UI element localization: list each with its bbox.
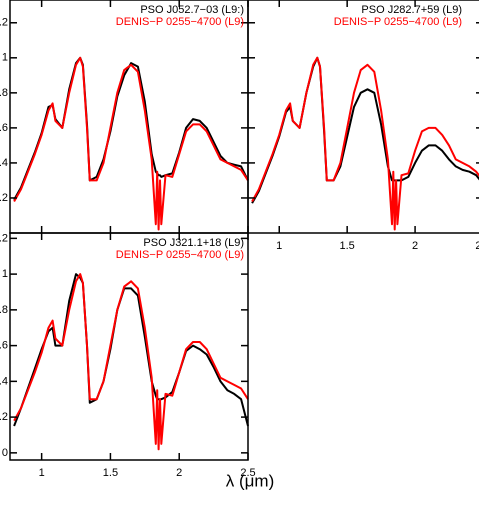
x-tick-label: 1.5: [103, 467, 118, 479]
y-tick-label: 0: [2, 447, 8, 459]
y-tick-label: 0.6: [0, 122, 8, 134]
x-tick-label: 2: [176, 467, 182, 479]
y-tick-label: 0.6: [0, 340, 8, 352]
y-tick-label: 1.2: [0, 232, 8, 244]
x-tick-label: 1.5: [340, 240, 355, 252]
x-tick-label: 1: [39, 467, 45, 479]
y-tick-label: 1: [2, 268, 8, 280]
y-tick-label: 0.2: [0, 411, 8, 423]
x-tick-label: 1: [276, 240, 282, 252]
x-tick-label: 2.5: [240, 467, 255, 479]
y-tick-label: 1: [2, 52, 8, 64]
y-tick-label: 1.2: [0, 17, 8, 29]
spectrum-line: [13, 56, 249, 231]
legend-entry: PSO J282.7+59 (L9): [361, 4, 462, 16]
y-tick-label: 0.8: [0, 304, 8, 316]
plot-frame: [9, 232, 249, 461]
y-tick-label: 0.4: [0, 375, 8, 387]
legend-entry: DENIS−P 0255−4700 (L9): [334, 16, 462, 28]
x-axis-label: λ (μm): [226, 471, 275, 490]
legend-entry: DENIS−P 0255−4700 (L9): [116, 16, 244, 28]
x-tick-label: 2: [412, 240, 418, 252]
plot-frame: [247, 0, 479, 234]
spectrum-line: [13, 273, 249, 427]
x-tick-label: 2.5: [475, 240, 479, 252]
spectrum-line: [13, 273, 249, 451]
spectrum-line: [13, 56, 249, 201]
spectrum-line: [251, 56, 479, 204]
y-tick-label: 0.2: [0, 192, 8, 204]
legend-entry: DENIS−P 0255−4700 (L9): [116, 249, 244, 261]
y-tick-label: 0.4: [0, 157, 8, 169]
legend-entry: PSO J321.1+18 (L9): [143, 237, 244, 249]
legend-entry: PSO J052.7−03 (L9:): [140, 4, 244, 16]
y-tick-label: 0.8: [0, 87, 8, 99]
spectrum-line: [251, 56, 479, 231]
